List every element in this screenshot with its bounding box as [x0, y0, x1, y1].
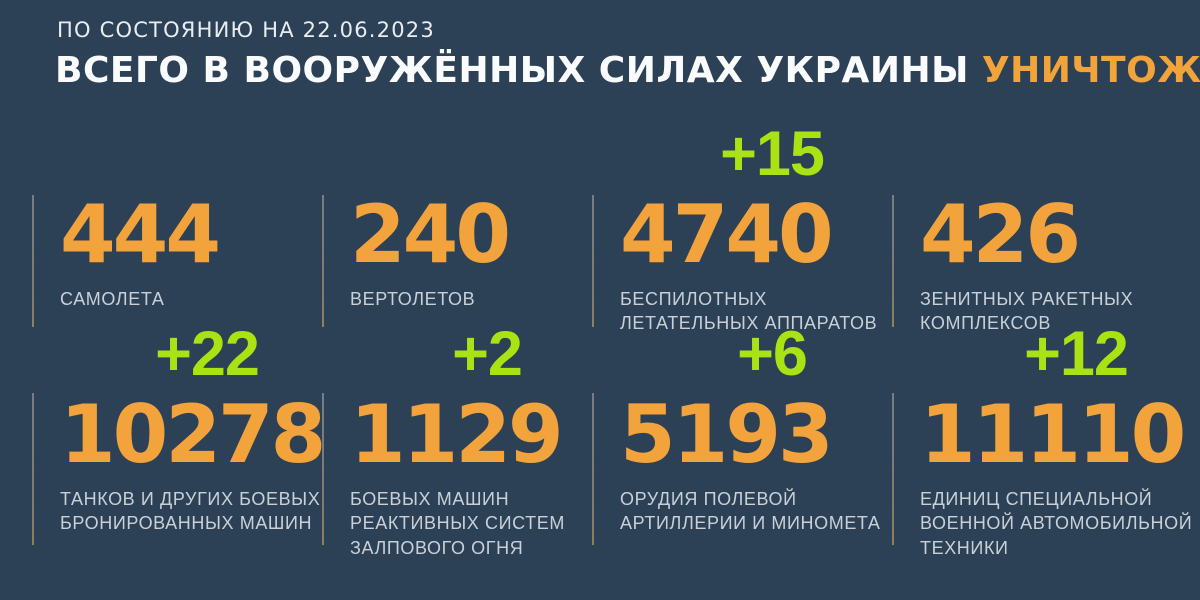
- stat-value: 444: [60, 188, 221, 281]
- stat-card-military-vehicles: +12 11110 ЕДИНИЦ СПЕЦИАЛЬНОЙ ВОЕННОЙ АВТ…: [892, 319, 1200, 580]
- stat-card-helicopters: 240 ВЕРТОЛЕТОВ: [322, 125, 592, 336]
- stat-value: 4740: [620, 188, 834, 281]
- stat-label: БОЕВЫХ МАШИН РЕАКТИВНЫХ СИСТЕМ ЗАЛПОВОГО…: [350, 489, 565, 558]
- stat-value: 11110: [920, 388, 1186, 481]
- stat-delta: +15: [720, 119, 825, 189]
- stat-delta: +6: [737, 319, 808, 389]
- stat-label: ЗЕНИТНЫХ РАКЕТНЫХ КОМПЛЕКСОВ: [920, 289, 1134, 334]
- divider-line: [322, 393, 324, 545]
- divider-line: [32, 195, 34, 327]
- stat-label: БЕСПИЛОТНЫХ ЛЕТАТЕЛЬНЫХ АППАРАТОВ: [620, 289, 878, 334]
- stat-value: 10278: [60, 388, 326, 481]
- divider-line: [892, 393, 894, 545]
- stat-card-artillery: +6 5193 ОРУДИЯ ПОЛЕВОЙ АРТИЛЛЕРИИ И МИНО…: [592, 323, 892, 580]
- headline-highlight: УНИЧТОЖЕНО:: [981, 50, 1200, 91]
- stat-label: ТАНКОВ И ДРУГИХ БОЕВЫХ БРОНИРОВАННЫХ МАШ…: [60, 489, 321, 534]
- stats-row-top: 444 САМОЛЕТА 240 ВЕРТОЛЕТОВ +15 4740 БЕС…: [32, 123, 1200, 333]
- stat-card-uav: +15 4740 БЕСПИЛОТНЫХ ЛЕТАТЕЛЬНЫХ АППАРАТ…: [592, 123, 892, 336]
- headline-prefix: ВСЕГО В ВООРУЖЁННЫХ СИЛАХ УКРАИНЫ: [55, 50, 982, 91]
- divider-line: [32, 393, 34, 545]
- divider-line: [592, 393, 594, 545]
- stat-card-tanks: +22 10278 ТАНКОВ И ДРУГИХ БОЕВЫХ БРОНИРО…: [32, 323, 326, 580]
- stats-row-bottom: +22 10278 ТАНКОВ И ДРУГИХ БОЕВЫХ БРОНИРО…: [32, 319, 1200, 580]
- stat-delta: +12: [1024, 319, 1129, 389]
- stat-card-sam-systems: 426 ЗЕНИТНЫХ РАКЕТНЫХ КОМПЛЕКСОВ: [892, 125, 1200, 336]
- stat-card-aircraft: 444 САМОЛЕТА: [32, 125, 322, 336]
- stat-label: ВЕРТОЛЕТОВ: [350, 289, 476, 309]
- divider-line: [592, 195, 594, 327]
- stat-value: 426: [920, 188, 1081, 281]
- stat-label: САМОЛЕТА: [60, 289, 165, 309]
- divider-line: [892, 195, 894, 327]
- divider-line: [322, 195, 324, 327]
- stat-label: ОРУДИЯ ПОЛЕВОЙ АРТИЛЛЕРИИ И МИНОМЕТА: [620, 489, 881, 534]
- stat-value: 240: [350, 188, 511, 281]
- stat-value: 1129: [350, 388, 564, 481]
- report-date: ПО СОСТОЯНИЮ НА 22.06.2023: [57, 18, 435, 42]
- stat-delta: [366, 125, 608, 187]
- stat-delta: +2: [452, 319, 523, 389]
- stat-delta: [936, 125, 1200, 187]
- stat-value: 5193: [620, 388, 834, 481]
- headline: ВСЕГО В ВООРУЖЁННЫХ СИЛАХ УКРАИНЫ УНИЧТО…: [55, 50, 1200, 91]
- stat-delta: [76, 125, 338, 187]
- stat-card-mlrs: +2 1129 БОЕВЫХ МАШИН РЕАКТИВНЫХ СИСТЕМ З…: [322, 323, 592, 580]
- stat-label: ЕДИНИЦ СПЕЦИАЛЬНОЙ ВОЕННОЙ АВТОМОБИЛЬНОЙ…: [920, 489, 1193, 558]
- stat-delta: +22: [155, 319, 260, 389]
